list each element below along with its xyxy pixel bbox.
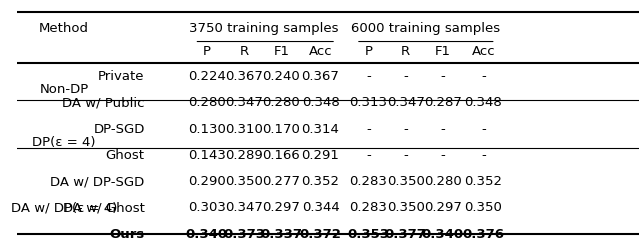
Text: 0.291: 0.291 (301, 149, 339, 162)
Text: 0.352: 0.352 (464, 175, 502, 188)
Text: 0.277: 0.277 (262, 175, 300, 188)
Text: 0.367: 0.367 (301, 70, 339, 83)
Text: -: - (440, 149, 445, 162)
Text: 0.130: 0.130 (188, 123, 226, 136)
Text: 0.280: 0.280 (424, 175, 462, 188)
Text: -: - (403, 149, 408, 162)
Text: 0.310: 0.310 (225, 123, 263, 136)
Text: 0.340: 0.340 (186, 228, 228, 241)
Text: DA w/ DP-SGD: DA w/ DP-SGD (51, 175, 145, 188)
Text: 0.290: 0.290 (188, 175, 226, 188)
Text: 0.352: 0.352 (301, 175, 340, 188)
Text: 0.344: 0.344 (301, 201, 339, 214)
Text: 0.313: 0.313 (349, 96, 387, 109)
Text: 0.372: 0.372 (300, 228, 342, 241)
Text: -: - (440, 70, 445, 83)
Text: 0.350: 0.350 (225, 175, 263, 188)
Text: Non-DP: Non-DP (39, 83, 88, 96)
Text: 0.367: 0.367 (225, 70, 263, 83)
Text: -: - (366, 149, 371, 162)
Text: 0.347: 0.347 (225, 201, 263, 214)
Text: F1: F1 (435, 45, 451, 58)
Text: -: - (403, 70, 408, 83)
Text: 0.348: 0.348 (465, 96, 502, 109)
Text: -: - (366, 70, 371, 83)
Text: 0.347: 0.347 (225, 96, 263, 109)
Text: 0.283: 0.283 (349, 175, 387, 188)
Text: 0.350: 0.350 (387, 175, 424, 188)
Text: DA w/ DP(ε = 4): DA w/ DP(ε = 4) (11, 201, 117, 214)
Text: -: - (403, 123, 408, 136)
Text: 0.376: 0.376 (462, 228, 504, 241)
Text: R: R (239, 45, 249, 58)
Text: 0.348: 0.348 (301, 96, 339, 109)
Text: P: P (364, 45, 372, 58)
Text: Acc: Acc (472, 45, 495, 58)
Text: R: R (401, 45, 410, 58)
Text: DP-SGD: DP-SGD (93, 123, 145, 136)
Text: 0.350: 0.350 (387, 201, 424, 214)
Text: 6000 training samples: 6000 training samples (351, 22, 500, 35)
Text: 0.373: 0.373 (223, 228, 265, 241)
Text: 0.377: 0.377 (385, 228, 427, 241)
Text: 0.314: 0.314 (301, 123, 339, 136)
Text: 0.143: 0.143 (188, 149, 226, 162)
Text: 0.283: 0.283 (349, 201, 387, 214)
Text: Ours: Ours (109, 228, 145, 241)
Text: 0.297: 0.297 (262, 201, 300, 214)
Text: -: - (481, 123, 486, 136)
Text: 0.280: 0.280 (262, 96, 300, 109)
Text: DA w/ Public: DA w/ Public (62, 96, 145, 109)
Text: 0.350: 0.350 (465, 201, 502, 214)
Text: 0.289: 0.289 (225, 149, 263, 162)
Text: Ghost: Ghost (106, 149, 145, 162)
Text: 0.287: 0.287 (424, 96, 462, 109)
Text: 0.303: 0.303 (188, 201, 226, 214)
Text: 0.166: 0.166 (262, 149, 300, 162)
Text: 3750 training samples: 3750 training samples (189, 22, 339, 35)
Text: 0.340: 0.340 (422, 228, 464, 241)
Text: 0.353: 0.353 (348, 228, 389, 241)
Text: -: - (481, 149, 486, 162)
Text: 0.280: 0.280 (188, 96, 226, 109)
Text: 0.347: 0.347 (387, 96, 424, 109)
Text: Method: Method (39, 22, 89, 35)
Text: 0.240: 0.240 (262, 70, 300, 83)
Text: Private: Private (98, 70, 145, 83)
Text: -: - (481, 70, 486, 83)
Text: DP(ε = 4): DP(ε = 4) (32, 136, 96, 149)
Text: 0.224: 0.224 (188, 70, 226, 83)
Text: F1: F1 (273, 45, 289, 58)
Text: DA w/ Ghost: DA w/ Ghost (63, 201, 145, 214)
Text: -: - (440, 123, 445, 136)
Text: 0.297: 0.297 (424, 201, 462, 214)
Text: P: P (203, 45, 211, 58)
Text: 0.337: 0.337 (260, 228, 303, 241)
Text: -: - (366, 123, 371, 136)
Text: 0.170: 0.170 (262, 123, 300, 136)
Text: Acc: Acc (308, 45, 332, 58)
